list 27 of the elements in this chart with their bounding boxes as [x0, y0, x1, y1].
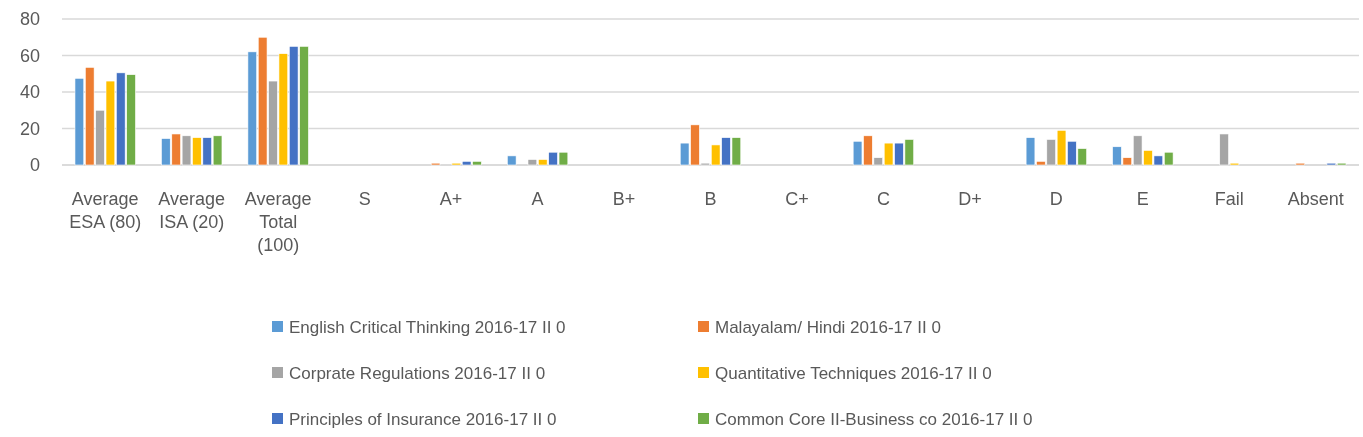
bar — [507, 155, 517, 166]
legend-label: Corprate Regulations 2016-17 II 0 — [289, 363, 546, 383]
x-tick-label: Average ISA (20) — [158, 189, 226, 232]
x-tick-label: B — [704, 189, 717, 209]
x-tick-label: B+ — [612, 189, 636, 209]
x-tick-label: E — [1136, 189, 1149, 209]
x-tick-label: C — [876, 189, 890, 209]
x-tick-label: Fail — [1214, 189, 1244, 209]
x-tick-label: S — [358, 189, 371, 209]
y-tick-label: 0 — [29, 155, 40, 176]
y-tick-label: 80 — [19, 9, 40, 30]
legend-label: Common Core II-Business co 2016-17 II 0 — [715, 409, 1033, 429]
x-tick-label: D — [1049, 189, 1063, 209]
x-tick-label: Absent — [1287, 189, 1344, 209]
x-tick-label: D+ — [958, 189, 982, 209]
legend-label: Quantitative Techniques 2016-17 II 0 — [715, 363, 992, 383]
y-tick-label: 40 — [19, 82, 40, 103]
y-tick-label: 20 — [19, 118, 40, 139]
y-tick-label: 60 — [19, 45, 40, 66]
x-tick-label: A+ — [439, 189, 463, 209]
x-tick-label: Average ESA (80) — [69, 189, 142, 232]
legend-label: Principles of Insurance 2016-17 II 0 — [289, 409, 557, 429]
x-tick-label: C+ — [785, 189, 809, 209]
legend-label: English Critical Thinking 2016-17 II 0 — [289, 317, 566, 337]
legend-label: Malayalam/ Hindi 2016-17 II 0 — [715, 317, 941, 337]
x-tick-label: Average Total (100) — [244, 189, 312, 255]
x-tick-label: A — [531, 189, 544, 209]
